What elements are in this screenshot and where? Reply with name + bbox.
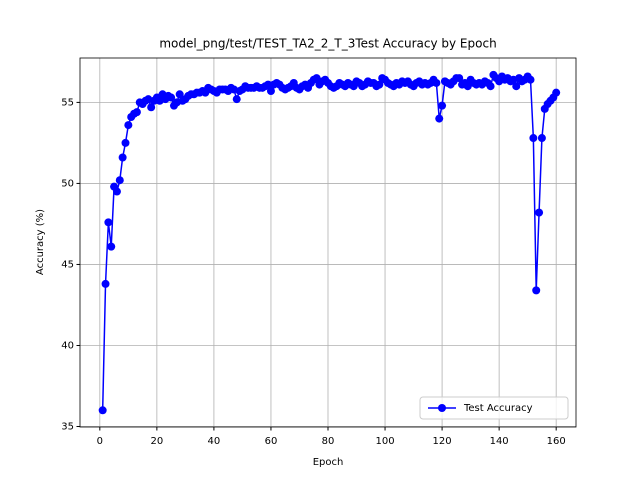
data-point — [115, 176, 124, 185]
data-point — [438, 101, 447, 110]
x-tick-label: 0 — [97, 436, 103, 447]
data-point — [537, 134, 546, 143]
data-point — [104, 218, 113, 227]
data-point — [118, 153, 127, 162]
x-tick-label: 160 — [547, 436, 566, 447]
plot-frame — [79, 57, 577, 428]
x-tick-label: 40 — [208, 436, 221, 447]
data-point — [532, 286, 541, 295]
x-tick-label: 80 — [322, 436, 335, 447]
data-point — [535, 208, 544, 217]
data-point — [121, 138, 130, 147]
data-point — [147, 103, 156, 112]
data-point — [552, 88, 561, 97]
data-point — [435, 114, 444, 123]
data-point — [264, 80, 273, 89]
legend-label: Test Accuracy — [463, 403, 533, 414]
data-point — [232, 95, 241, 104]
legend-marker — [438, 404, 446, 412]
data-point — [526, 75, 535, 84]
data-point — [98, 406, 107, 415]
data-point — [175, 90, 184, 99]
data-point — [167, 93, 176, 102]
data-point — [112, 187, 121, 196]
y-tick-label: 35 — [61, 422, 74, 433]
data-point — [455, 74, 464, 83]
data-point — [512, 82, 521, 91]
data-point — [432, 78, 441, 87]
data-point — [375, 80, 384, 89]
chart-title: model_png/test/TEST_TA2_2_T_3Test Accura… — [159, 37, 496, 51]
y-axis-label: Accuracy (%) — [35, 209, 46, 275]
data-point — [486, 82, 495, 91]
data-point — [124, 121, 133, 130]
x-tick-label: 140 — [490, 436, 509, 447]
data-point — [101, 279, 110, 288]
data-point — [266, 87, 275, 96]
y-tick-label: 40 — [61, 340, 74, 351]
x-tick-label: 100 — [375, 436, 394, 447]
y-tick-label: 55 — [61, 97, 74, 108]
data-point — [529, 134, 538, 143]
data-point — [132, 108, 141, 117]
y-tick-label: 50 — [61, 178, 74, 189]
x-tick-label: 120 — [433, 436, 452, 447]
y-tick-label: 45 — [61, 259, 74, 270]
x-tick-label: 20 — [150, 436, 163, 447]
data-point — [107, 242, 116, 251]
x-axis-label: Epoch — [313, 457, 344, 468]
legend-box — [419, 396, 569, 420]
x-tick-label: 60 — [265, 436, 278, 447]
